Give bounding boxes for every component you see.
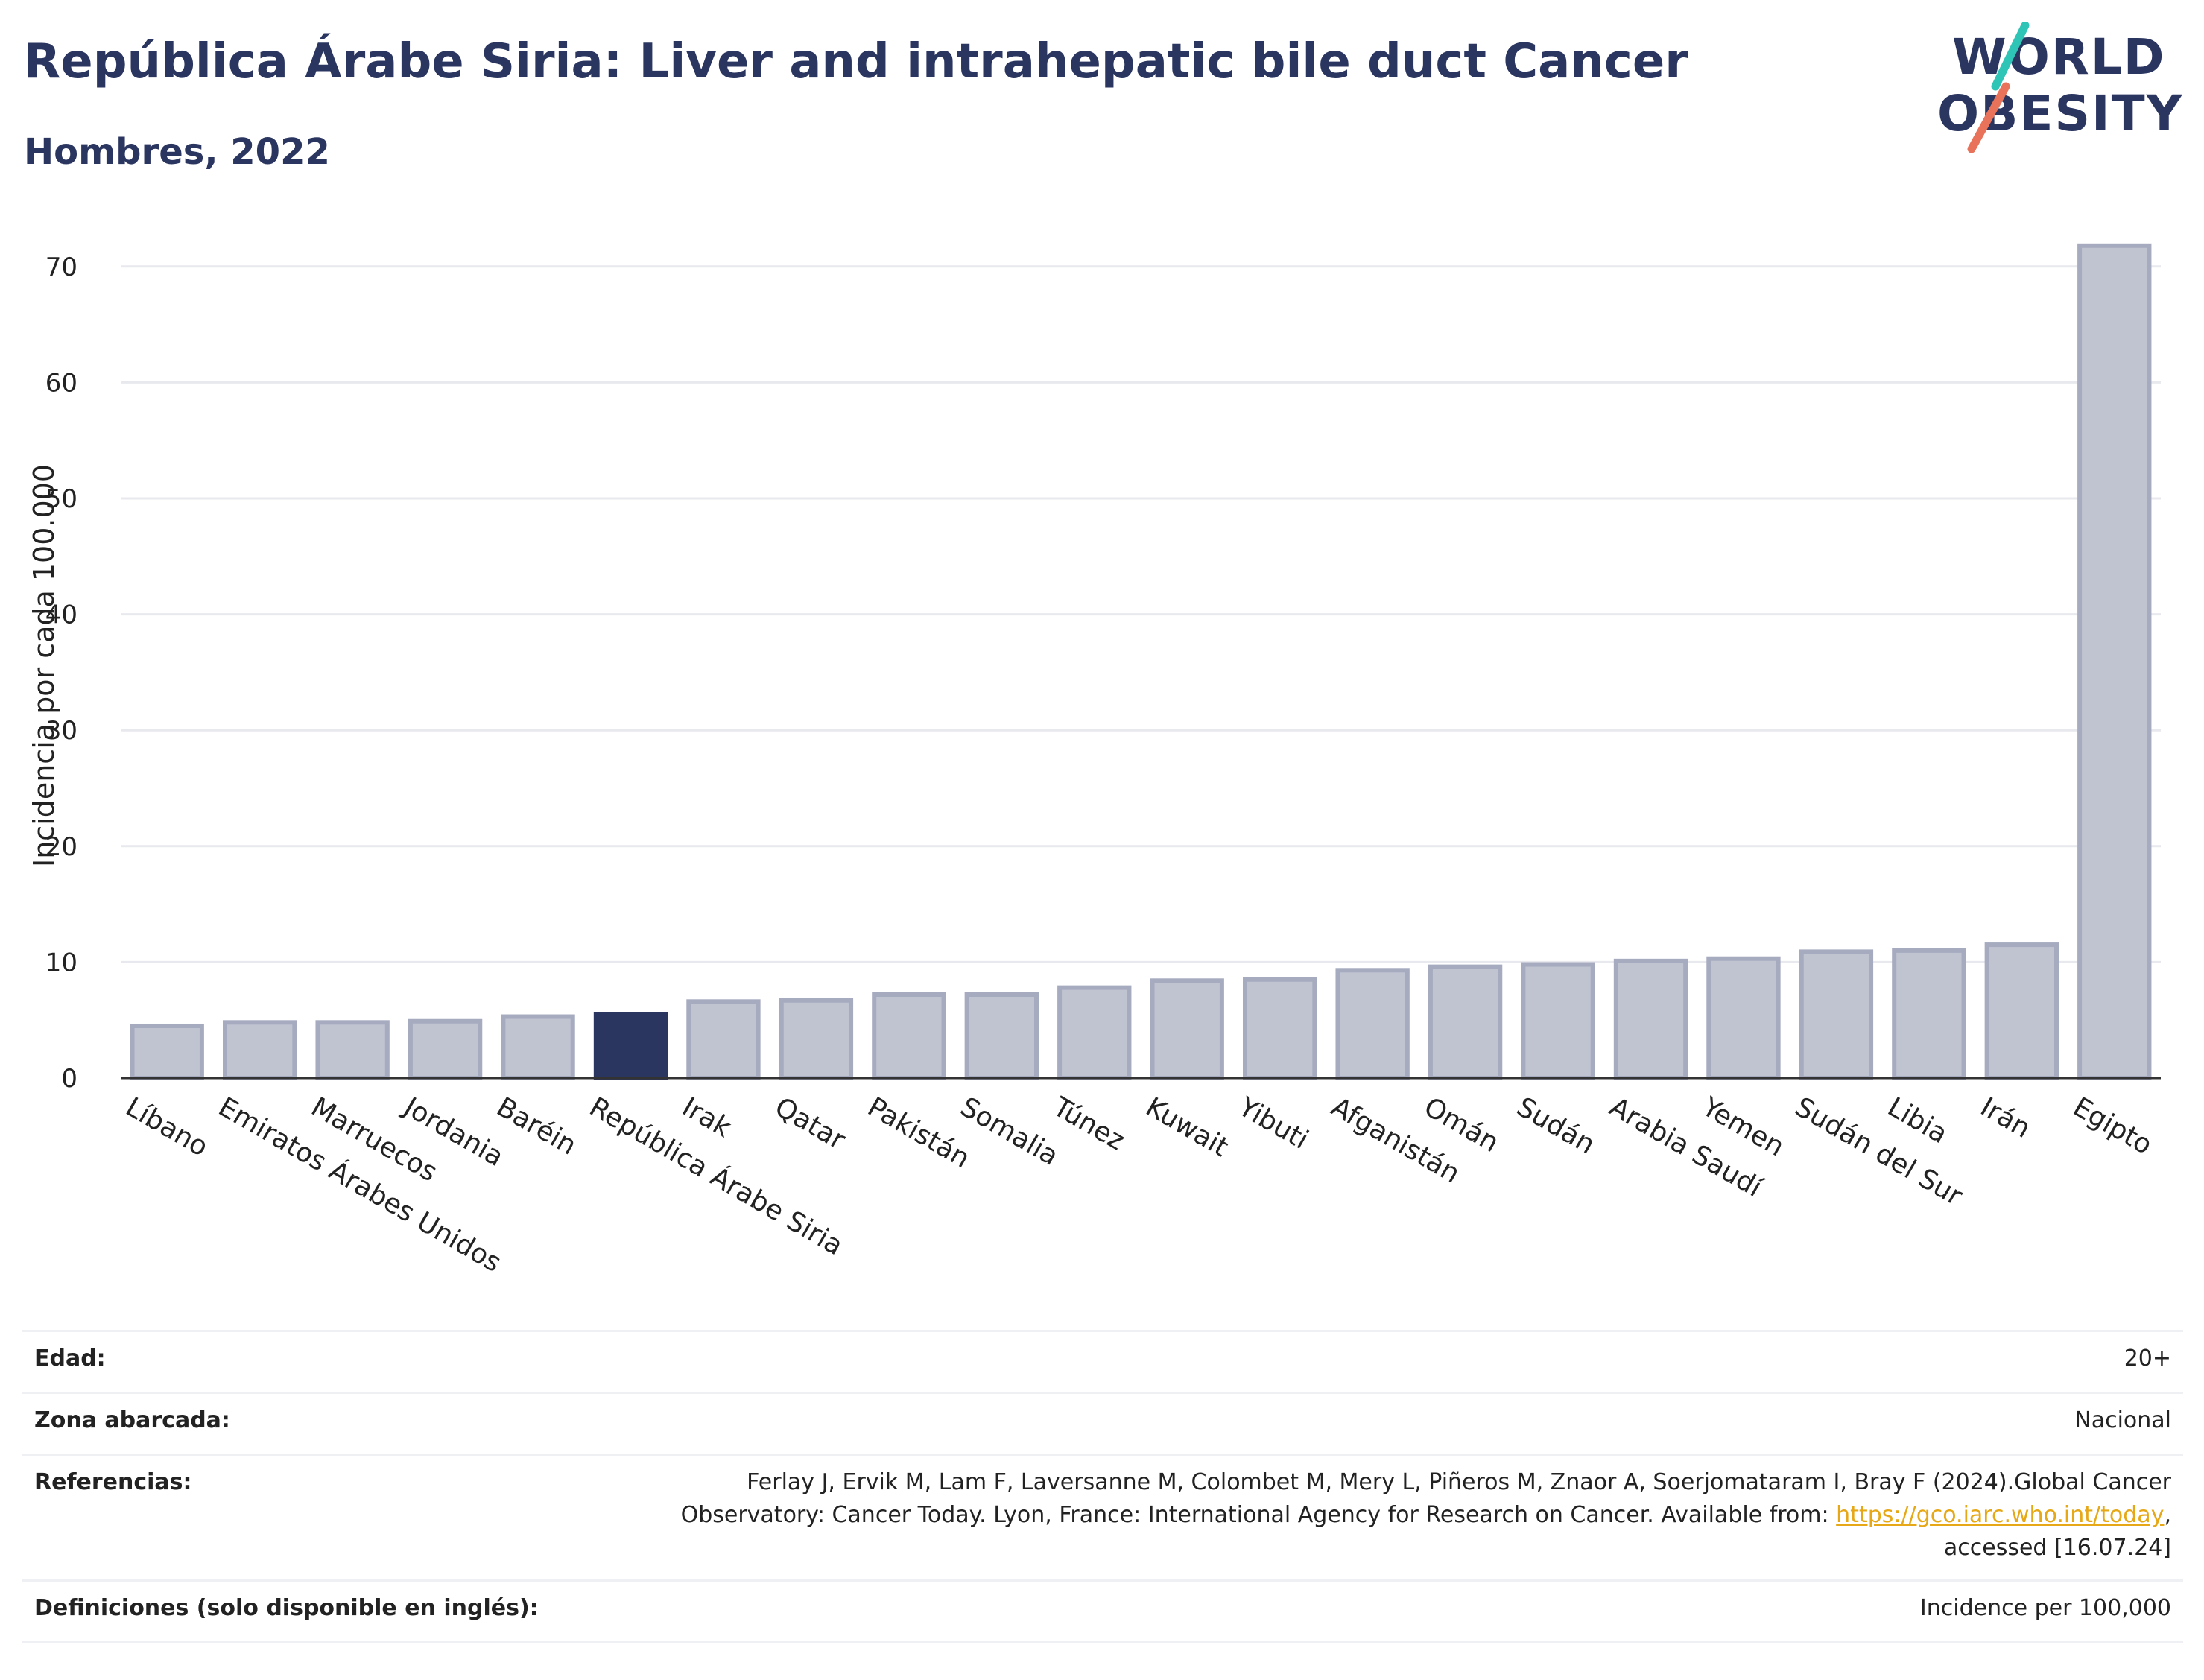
x-tick-label: Sudán del Sur bbox=[1790, 1091, 1968, 1211]
bar bbox=[130, 1023, 204, 1080]
x-tick-label: Líbano bbox=[121, 1091, 213, 1162]
chart-title: República Árabe Siria: Liver and intrahe… bbox=[24, 34, 1688, 89]
x-tick-label: Sudán bbox=[1512, 1091, 1600, 1160]
refs-line-1: Ferlay J, Ervik M, Lam F, Laversanne M, … bbox=[747, 1469, 2171, 1495]
bar bbox=[686, 999, 761, 1080]
bar bbox=[223, 1020, 297, 1081]
bar bbox=[1613, 958, 1688, 1080]
logo-text-world: WORLD bbox=[1952, 28, 2166, 86]
x-tick-label: Arabia Saudí bbox=[1604, 1091, 1767, 1203]
y-tick-label: 30 bbox=[45, 716, 77, 746]
logo-slash-icon bbox=[1967, 22, 2030, 153]
bar bbox=[1984, 942, 2059, 1080]
x-tick-label: Qatar bbox=[770, 1091, 850, 1156]
bar bbox=[1335, 968, 1410, 1080]
metadata-table: Edad: 20+ Zona abarcada: Nacional Refere… bbox=[22, 1330, 2183, 1643]
bar bbox=[2077, 243, 2152, 1081]
y-tick-label: 10 bbox=[45, 948, 77, 977]
bar bbox=[964, 992, 1039, 1081]
bar bbox=[1150, 978, 1224, 1081]
bar bbox=[501, 1014, 575, 1080]
meta-zone-label: Zona abarcada: bbox=[34, 1407, 230, 1433]
x-tick-label: Somalia bbox=[955, 1091, 1063, 1172]
chart-subtitle: Hombres, 2022 bbox=[24, 131, 330, 173]
y-tick-label: 70 bbox=[45, 253, 77, 282]
bar bbox=[1892, 948, 1966, 1080]
refs-line-2: Observatory: Cancer Today. Lyon, France:… bbox=[681, 1499, 2171, 1532]
meta-zone-value: Nacional bbox=[2074, 1407, 2171, 1433]
x-tick-label: Libia bbox=[1882, 1091, 1952, 1150]
bar bbox=[1799, 949, 1874, 1080]
x-tick-label: Yibuti bbox=[1232, 1091, 1313, 1156]
meta-age-value: 20+ bbox=[2124, 1345, 2171, 1372]
bar bbox=[1706, 956, 1781, 1081]
meta-defs-value: Incidence per 100,000 bbox=[1919, 1595, 2171, 1621]
x-tick-label: Kuwait bbox=[1141, 1091, 1234, 1163]
bar-chart: 0 10 20 30 40 50 60 70 Incidencia por cada 100.0… bbox=[28, 243, 2161, 1278]
meta-refs-label: Referencias: bbox=[34, 1469, 192, 1495]
meta-age-label: Edad: bbox=[34, 1345, 106, 1372]
meta-row-age: Edad: 20+ bbox=[22, 1330, 2183, 1392]
meta-defs-label: Definiciones (solo disponible en inglés)… bbox=[34, 1595, 539, 1621]
bar bbox=[315, 1020, 390, 1081]
meta-row-references: Referencias: Ferlay J, Ervik M, Lam F, L… bbox=[22, 1454, 2183, 1579]
bar bbox=[1428, 964, 1503, 1081]
y-tick-label: 40 bbox=[45, 600, 77, 630]
y-tick-label: 60 bbox=[45, 368, 77, 398]
y-tick-label: 20 bbox=[45, 832, 77, 862]
y-tick-label: 50 bbox=[45, 484, 77, 514]
meta-refs-value: Ferlay J, Ervik M, Lam F, Laversanne M, … bbox=[681, 1466, 2171, 1565]
meta-row-zone: Zona abarcada: Nacional bbox=[22, 1392, 2183, 1454]
bar bbox=[1057, 985, 1132, 1080]
bar bbox=[408, 1018, 483, 1080]
bar bbox=[779, 998, 854, 1081]
refs-link[interactable]: https://gco.iarc.who.int/today bbox=[1836, 1502, 2165, 1528]
meta-row-definitions: Definiciones (solo disponible en inglés)… bbox=[22, 1579, 2183, 1643]
refs-line-2-text: Observatory: Cancer Today. Lyon, France:… bbox=[680, 1502, 1837, 1528]
bar bbox=[1243, 977, 1317, 1080]
refs-line-2-end: , bbox=[2164, 1502, 2171, 1528]
y-axis-label: Incidencia por cada 100.000 bbox=[28, 464, 60, 867]
x-tick-label: Pakistán bbox=[862, 1091, 975, 1174]
x-tick-label: Irak bbox=[677, 1091, 736, 1144]
bar bbox=[1521, 962, 1595, 1080]
refs-line-3: accessed [16.07.24] bbox=[1943, 1535, 2171, 1561]
x-tick-label: Egipto bbox=[2068, 1091, 2157, 1161]
x-tick-label: Irán bbox=[1975, 1091, 2036, 1144]
bar bbox=[593, 1012, 668, 1081]
y-tick-label: 0 bbox=[61, 1064, 77, 1094]
world-obesity-logo: WORLD OBESITY bbox=[1937, 22, 2191, 156]
bar bbox=[872, 992, 946, 1081]
